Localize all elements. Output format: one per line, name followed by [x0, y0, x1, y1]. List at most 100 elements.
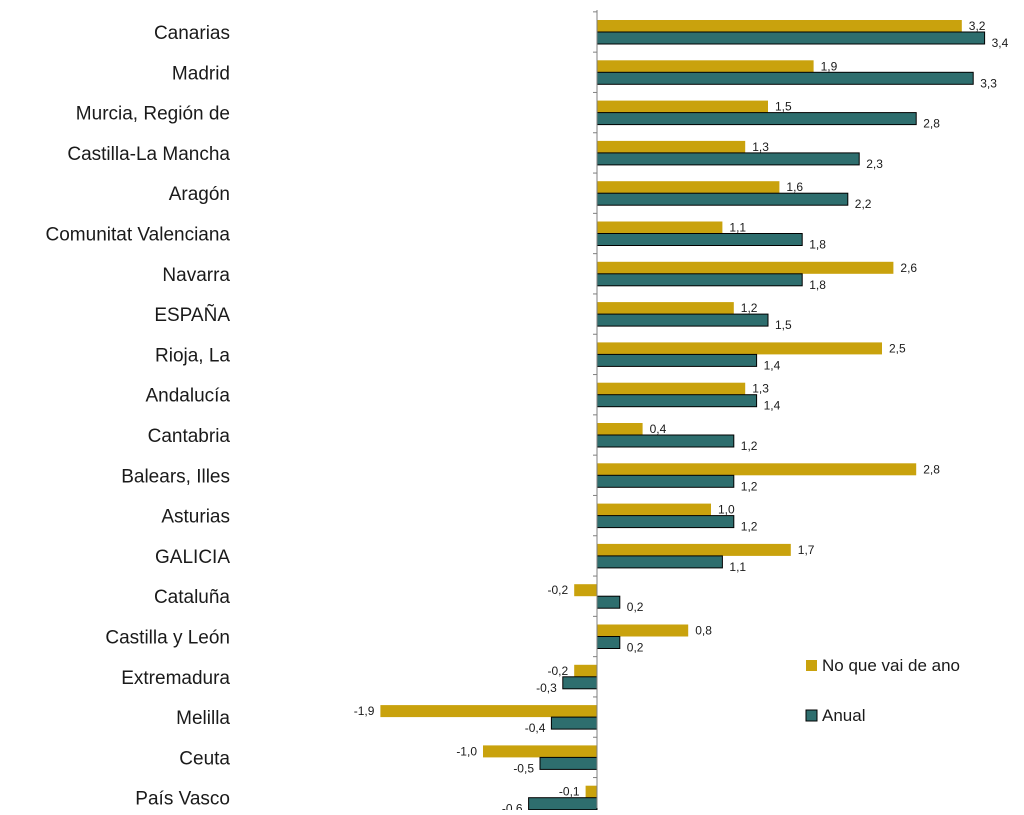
bar-ytd [597, 342, 882, 355]
data-label-ytd: 0,4 [650, 422, 667, 436]
bar-ytd [483, 745, 597, 758]
data-label-annual: 1,2 [741, 520, 758, 534]
data-label-ytd: 1,7 [798, 543, 815, 557]
category-label: Madrid [172, 63, 230, 84]
bar-ytd [597, 624, 689, 637]
data-label-ytd: -0,2 [548, 664, 569, 678]
bar-ytd [597, 423, 643, 435]
data-label-annual: 1,2 [741, 439, 758, 453]
bar-ytd [597, 60, 814, 73]
data-labels: 3,2 1,9 1,5 1,3 1,6 1,1 2,6 1,2 2,5 1,3 0,4 2,8 1,0 1… [354, 19, 1009, 815]
data-label-annual: -0,3 [536, 681, 557, 695]
legend-swatch-ytd [806, 660, 817, 671]
bar-annual [596, 152, 860, 166]
legend-label-annual: Anual [822, 706, 865, 725]
data-label-ytd: 1,5 [775, 100, 792, 114]
bar-annual [596, 112, 917, 126]
data-label-ytd: -1,0 [456, 744, 477, 758]
category-label: GALICIA [155, 547, 230, 568]
bar-ytd [574, 664, 597, 677]
bar-ytd [597, 302, 734, 315]
bar-ytd [597, 20, 962, 32]
data-label-annual: 2,2 [855, 197, 872, 211]
category-label: ESPAÑA [154, 304, 230, 326]
data-label-annual: 0,2 [627, 641, 644, 655]
bar-ytd [597, 543, 791, 556]
bar-ytd [597, 503, 711, 516]
bar-annual [596, 273, 803, 287]
bar-ytd [597, 463, 917, 476]
bar-ytd [380, 705, 597, 718]
data-label-ytd: 2,6 [900, 261, 917, 275]
category-labels: Canarias Madrid Murcia, Región de Castilla-… [46, 23, 231, 810]
data-label-ytd: 1,0 [718, 503, 735, 517]
data-label-ytd: 1,6 [786, 180, 803, 194]
data-label-annual: 2,3 [866, 157, 883, 171]
category-label: Balears, Illes [121, 466, 230, 487]
category-label: Castilla-La Mancha [67, 144, 230, 165]
category-label: Asturias [161, 507, 230, 528]
data-label-annual: 1,4 [764, 358, 781, 372]
bar-ytd [597, 261, 894, 274]
data-label-annual: 1,8 [809, 278, 826, 292]
bar-ytd [574, 584, 597, 597]
bar-annual [596, 192, 849, 206]
value-axis [593, 10, 598, 808]
category-label: Cantabria [148, 426, 231, 447]
bar-ytd [597, 181, 780, 194]
legend-swatch-annual [805, 709, 818, 722]
data-label-ytd: 2,5 [889, 341, 906, 355]
bar-annual [596, 595, 621, 609]
data-label-ytd: 1,1 [729, 221, 746, 235]
bars [380, 20, 986, 811]
data-label-annual: -0,4 [525, 721, 546, 735]
bar-ytd [597, 221, 723, 234]
category-label: Castilla y León [105, 628, 230, 649]
bar-annual [550, 716, 598, 730]
bar-ytd [597, 140, 746, 153]
data-label-ytd: 1,3 [752, 382, 769, 396]
bar-annual [596, 71, 974, 85]
bar-ytd [597, 100, 768, 113]
bar-annual [562, 676, 598, 690]
bar-annual [596, 31, 986, 45]
bar-annual [596, 233, 803, 246]
category-label: Navarra [162, 265, 230, 286]
data-label-annual: 1,1 [729, 560, 746, 574]
bar-annual [596, 636, 621, 649]
category-label: Rioja, La [155, 345, 230, 366]
category-label: Andalucía [145, 386, 230, 407]
legend: No que vai de ano Anual [805, 656, 960, 725]
category-label: Ceuta [179, 748, 230, 769]
bar-annual [596, 353, 758, 367]
data-label-ytd: 1,3 [752, 140, 769, 154]
category-label: Aragón [169, 184, 230, 205]
category-label: Melilla [176, 708, 230, 729]
data-label-ytd: -0,2 [548, 583, 569, 597]
category-label: País Vasco [135, 789, 230, 810]
bar-annual [596, 555, 723, 569]
data-label-annual: -0,5 [513, 761, 534, 775]
bar-annual [528, 797, 598, 811]
data-label-ytd: 1,9 [821, 59, 838, 73]
data-label-ytd: -1,9 [354, 704, 375, 718]
data-label-annual: 3,3 [980, 76, 997, 90]
data-label-annual: 0,2 [627, 600, 644, 614]
data-label-annual: 3,4 [992, 36, 1009, 50]
data-label-ytd: 0,8 [695, 624, 712, 638]
bar-annual [596, 394, 758, 408]
data-label-annual: -0,6 [502, 802, 523, 810]
bar-annual [596, 515, 735, 529]
data-label-annual: 1,2 [741, 479, 758, 493]
category-label: Murcia, Región de [76, 104, 230, 125]
data-label-ytd: 3,2 [969, 19, 986, 33]
bar-annual [596, 474, 735, 488]
category-label: Cataluña [154, 587, 230, 608]
category-label: Comunitat Valenciana [46, 225, 231, 246]
category-label: Extremadura [121, 668, 230, 689]
data-label-annual: 2,8 [923, 117, 940, 131]
data-label-annual: 1,4 [764, 399, 781, 413]
legend-label-ytd: No que vai de ano [822, 656, 960, 675]
